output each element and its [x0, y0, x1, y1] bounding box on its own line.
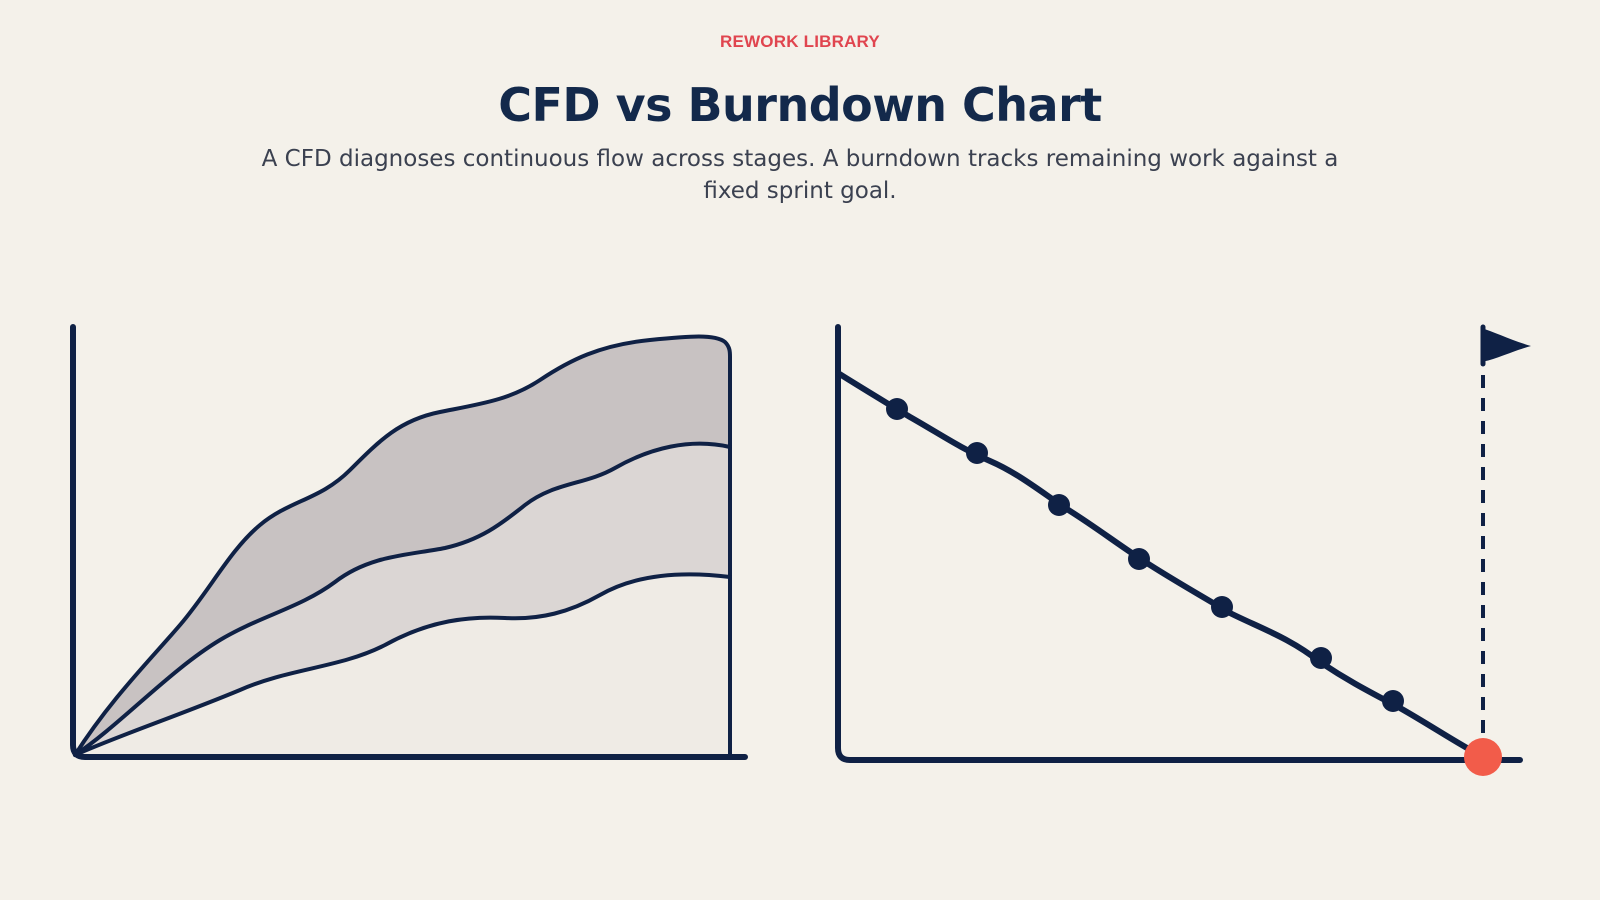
- burndown-illustration: [835, 324, 1531, 776]
- cfd-bottom-line: [73, 572, 732, 757]
- milestone-point: [1128, 548, 1150, 570]
- cfd-middle-line: [73, 441, 732, 757]
- milestone-point: [1211, 596, 1233, 618]
- cfd-bottom-band: [75, 574, 730, 755]
- cfd-top-band: [75, 336, 730, 755]
- burndown-axes: [835, 324, 1523, 763]
- cfd-illustration: [70, 324, 748, 760]
- page-title: CFD vs Burndown Chart: [498, 78, 1102, 132]
- milestone-point: [1310, 647, 1332, 669]
- milestone-point: [1382, 690, 1404, 712]
- milestone-point: [1048, 494, 1070, 516]
- section-eyebrow: REWORK LIBRARY: [720, 32, 880, 51]
- flag-icon: [1480, 324, 1531, 367]
- goal-point: [1464, 738, 1502, 776]
- milestone-point: [966, 442, 988, 464]
- cfd-axes: [70, 324, 748, 760]
- milestone-points: [886, 398, 1404, 712]
- page-subtitle: A CFD diagnoses continuous flow across s…: [261, 146, 1339, 204]
- cfd-middle-band: [75, 443, 730, 755]
- cfd-top-line: [73, 334, 732, 759]
- milestone-point: [886, 398, 908, 420]
- burndown-line: [835, 370, 1486, 760]
